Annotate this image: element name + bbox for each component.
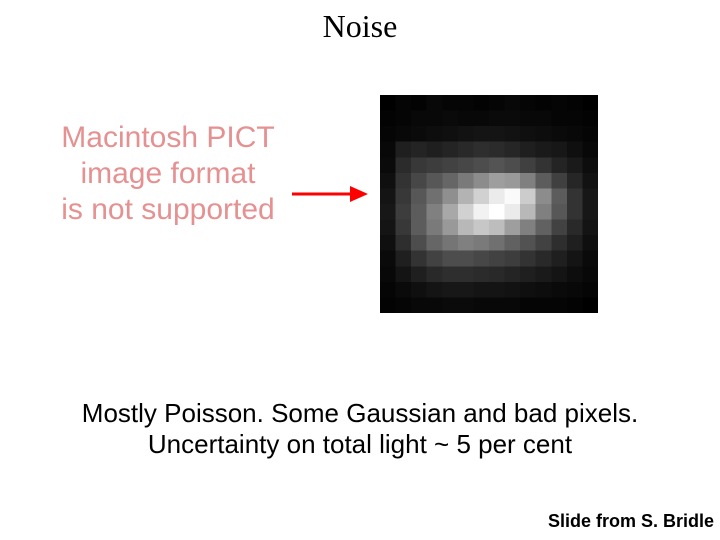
caption-line: Uncertainty on total light ~ 5 per cent xyxy=(0,429,720,460)
slide-caption: Mostly Poisson. Some Gaussian and bad pi… xyxy=(0,398,720,460)
pict-error-line: Macintosh PICT xyxy=(48,120,288,156)
slide-title: Noise xyxy=(0,8,720,45)
pict-error-line: is not supported xyxy=(48,192,288,228)
noise-heatmap xyxy=(380,95,598,313)
caption-line: Mostly Poisson. Some Gaussian and bad pi… xyxy=(0,398,720,429)
pict-error-placeholder: Macintosh PICT image format is not suppo… xyxy=(48,120,288,228)
slide-attribution: Slide from S. Bridle xyxy=(548,511,714,532)
arrow-icon xyxy=(290,182,370,206)
pict-error-line: image format xyxy=(48,156,288,192)
